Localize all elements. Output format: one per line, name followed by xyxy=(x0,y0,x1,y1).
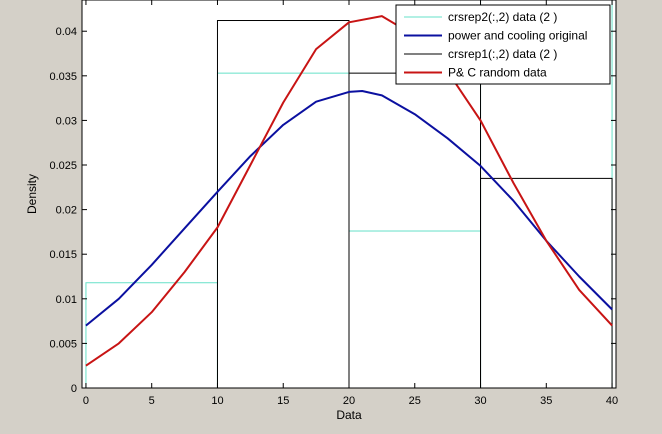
y-tick-label: 0.015 xyxy=(49,249,77,261)
legend[interactable]: crsrep2(:,2) data (2 ) power and cooling … xyxy=(395,4,611,85)
y-tick-label: 0.035 xyxy=(49,71,77,83)
legend-label-4: P& C random data xyxy=(448,66,547,80)
y-tick-label: 0.04 xyxy=(56,26,77,38)
x-tick-label: 40 xyxy=(606,395,618,407)
histogram-bar-series-3-bin-3 xyxy=(480,177,613,388)
x-tick-label: 30 xyxy=(474,395,486,407)
x-tick-label: 0 xyxy=(83,395,89,407)
y-tick-label: 0.025 xyxy=(49,160,77,172)
y-tick-label: 0.03 xyxy=(56,115,77,127)
legend-label-1: crsrep2(:,2) data (2 ) xyxy=(448,10,557,24)
x-tick-label: 20 xyxy=(343,395,355,407)
x-tick-label: 10 xyxy=(211,395,223,407)
legend-label-3: crsrep1(:,2) data (2 ) xyxy=(448,47,557,61)
y-axis-label: Density xyxy=(25,174,39,214)
y-tick-label: 0.02 xyxy=(56,205,77,217)
axes-layer: 0 5 10 15 20 25 30 35 40 0 0.005 0.01 0.015 0.02 0.025… xyxy=(49,0,618,407)
x-tick-label: 15 xyxy=(277,395,289,407)
y-tick-label: 0 xyxy=(71,383,77,395)
legend-box xyxy=(395,4,611,85)
x-tick-label: 25 xyxy=(409,395,421,407)
x-tick-label: 5 xyxy=(149,395,155,407)
y-tick-label: 0.005 xyxy=(49,338,77,350)
legend-label-2: power and cooling original xyxy=(448,29,587,43)
series-line-2 xyxy=(85,90,613,327)
y-tick-label: 0.01 xyxy=(56,294,77,306)
x-axis-label: Data xyxy=(336,408,362,422)
series-line-4 xyxy=(85,15,613,367)
x-tick-label: 35 xyxy=(540,395,552,407)
